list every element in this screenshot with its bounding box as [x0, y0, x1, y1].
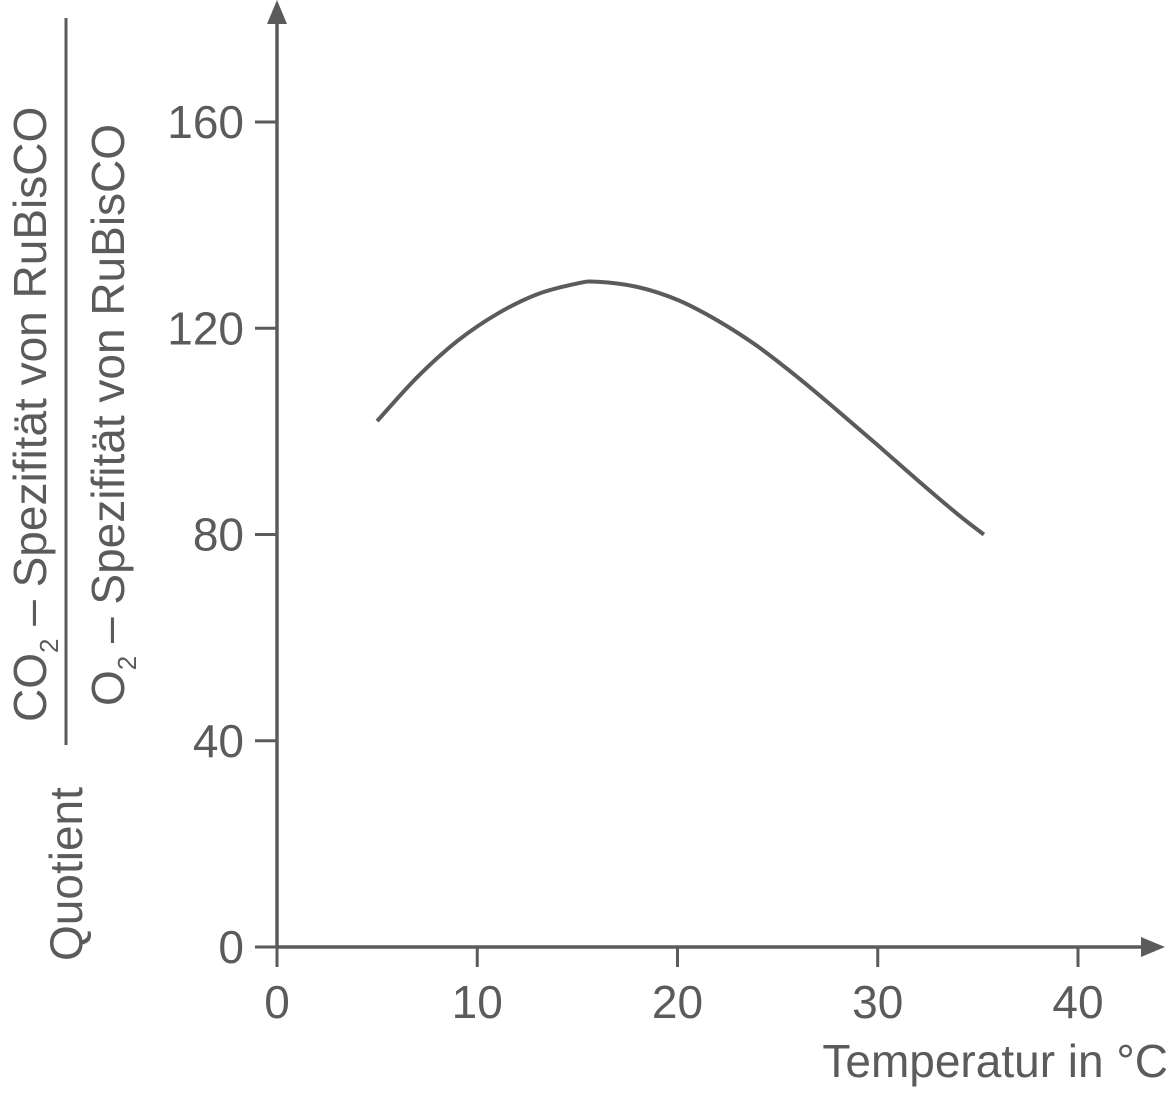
x-tick-label: 0	[264, 976, 290, 1028]
ticks: 0 10 20 30 40 0 40 80 120 160	[167, 96, 1103, 1028]
series	[375, 279, 986, 537]
y-axis-arrowhead	[267, 0, 287, 24]
y-axis-title-prefix: Quotient	[40, 787, 92, 961]
x-tick-label: 20	[652, 976, 703, 1028]
x-axis-title: Temperatur in °C	[822, 1035, 1168, 1087]
y-axis-title-numerator: CO2 – Spezifität von RuBisCO	[4, 107, 64, 722]
y-tick-label: 80	[193, 509, 244, 561]
y-axis-title-denominator: O2 – Spezifität von RuBisCO	[82, 124, 142, 706]
y-tick-label: 120	[167, 302, 244, 354]
x-axis-arrowhead	[1141, 937, 1165, 957]
y-tick-label: 40	[193, 715, 244, 767]
series-line	[375, 279, 986, 537]
x-tick-label: 30	[852, 976, 903, 1028]
x-tick-label: 10	[452, 976, 503, 1028]
x-tick-label: 40	[1052, 976, 1103, 1028]
y-tick-label: 160	[167, 96, 244, 148]
y-tick-label: 0	[218, 921, 244, 973]
